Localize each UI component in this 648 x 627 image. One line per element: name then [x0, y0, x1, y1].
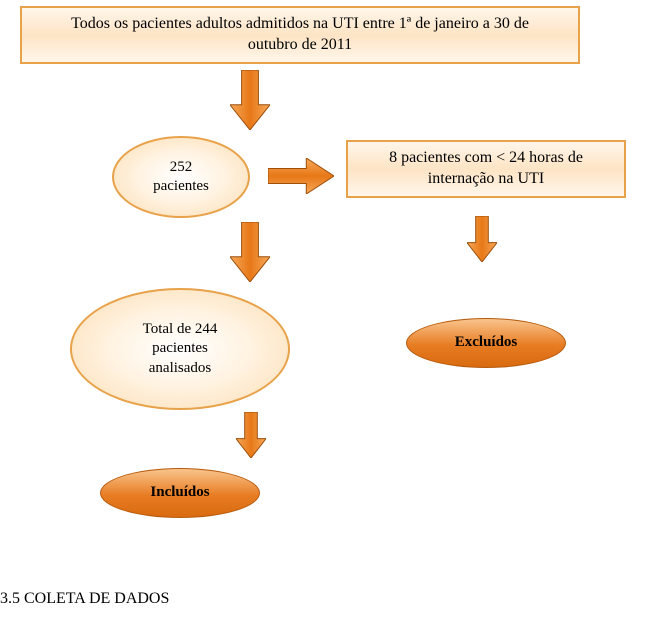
- total-ellipse: Total de 244 pacientes analisados: [70, 288, 290, 410]
- arrow-down-icon: [230, 70, 270, 130]
- arrow-down-icon: [467, 216, 497, 262]
- total-line3: analisados: [143, 359, 218, 379]
- criteria-box: Todos os pacientes adultos admitidos na …: [20, 6, 580, 64]
- count-number: 252: [153, 158, 209, 178]
- count-ellipse: 252 pacientes: [112, 136, 250, 218]
- section-heading: 3.5 COLETA DE DADOS: [0, 590, 169, 608]
- exclusion-box: 8 pacientes com < 24 horas de internação…: [346, 140, 626, 198]
- arrow-right-icon: [268, 158, 334, 194]
- excluidos-pill: Excluídos: [406, 318, 566, 368]
- arrow-down-icon: [236, 412, 266, 458]
- total-line1: Total de 244: [143, 320, 218, 340]
- incluidos-pill: Incluídos: [100, 468, 260, 518]
- count-label: pacientes: [153, 177, 209, 197]
- total-line2: pacientes: [143, 339, 218, 359]
- arrow-down-icon: [230, 222, 270, 282]
